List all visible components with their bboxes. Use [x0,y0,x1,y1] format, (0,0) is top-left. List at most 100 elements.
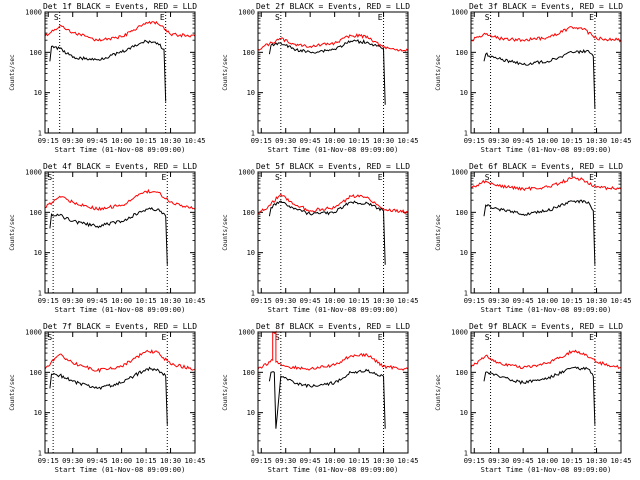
plot-frame [470,171,622,294]
x-tick-label: 10:45 [610,297,631,305]
marker-label: S [275,173,280,182]
lld-series-line [44,349,196,374]
events-series-line [268,39,386,105]
marker-label: S [47,333,52,342]
x-axis-label: Start Time (01-Nov-08 09:09:00) [481,306,612,314]
x-tick-label: 10:30 [373,297,394,305]
y-tick-label: 100 [29,49,42,57]
marker-label: S [485,13,490,22]
plot-frame [257,331,409,454]
panel-6: Det 6f BLACK = Events, RED = LLD Counts/s… [435,162,632,314]
events-series-line [483,199,596,265]
plot-frame [44,331,196,454]
marker-label: E [378,333,383,342]
x-tick-label: 10:15 [349,297,370,305]
x-tick-label: 10:00 [537,137,558,145]
x-tick-label: 09:15 [251,137,272,145]
x-tick-label: 09:45 [513,297,534,305]
x-tick-label: 10:30 [373,457,394,465]
y-axis-label: Counts/sec [9,214,16,251]
panel-4: Det 4f BLACK = Events, RED = LLD Counts/s… [9,162,206,314]
lld-series-line [257,330,409,371]
x-tick-label: 10:15 [349,137,370,145]
y-tick-label: 10 [460,249,468,257]
plot-frame [470,331,622,454]
panel-title: Det 5f BLACK = Events, RED = LLD [256,162,410,171]
x-axis-label: Start Time (01-Nov-08 09:09:00) [55,146,186,154]
x-axis-label: Start Time (01-Nov-08 09:09:00) [55,306,186,314]
x-tick-label: 10:30 [586,137,607,145]
x-tick-label: 09:30 [488,137,509,145]
x-tick-label: 09:15 [251,297,272,305]
x-tick-label: 10:15 [562,457,583,465]
marker-label: E [160,13,165,22]
marker-label: S [275,333,280,342]
y-tick-label: 1000 [25,329,42,337]
y-tick-label: 1 [251,290,255,298]
x-tick-label: 10:45 [610,137,631,145]
x-tick-label: 10:00 [111,457,132,465]
x-tick-label: 09:45 [87,457,108,465]
x-tick-label: 09:15 [38,457,59,465]
x-tick-label: 09:30 [62,297,83,305]
x-tick-label: 10:15 [136,457,157,465]
events-series-line [268,368,386,429]
x-tick-label: 09:30 [275,457,296,465]
marker-label: E [589,173,594,182]
x-tick-label: 10:00 [537,457,558,465]
x-tick-label: 10:45 [397,457,418,465]
x-tick-label: 10:45 [184,297,205,305]
y-tick-label: 100 [242,209,255,217]
y-axis-label: Counts/sec [435,54,442,91]
y-axis-label: Counts/sec [9,374,16,411]
y-tick-label: 10 [34,409,42,417]
x-tick-label: 09:15 [38,297,59,305]
panel-title: Det 8f BLACK = Events, RED = LLD [256,322,410,331]
marker-label: S [485,173,490,182]
x-axis-label: Start Time (01-Nov-08 09:09:00) [481,466,612,474]
events-series-line [483,48,596,109]
events-series-line [483,366,596,425]
events-series-line [49,366,168,425]
plot-frame [257,171,409,294]
x-tick-label: 09:30 [275,137,296,145]
marker-label: S [47,173,52,182]
lld-series-line [44,20,196,42]
x-axis-label: Start Time (01-Nov-08 09:09:00) [55,466,186,474]
x-tick-label: 10:00 [324,457,345,465]
panel-5: Det 5f BLACK = Events, RED = LLD Counts/s… [222,162,419,314]
panel-title: Det 7f BLACK = Events, RED = LLD [43,322,197,331]
x-tick-label: 10:00 [324,137,345,145]
events-series-line [49,39,167,102]
panel-8: Det 8f BLACK = Events, RED = LLD Counts/s… [222,322,419,474]
lld-series-line [470,25,622,43]
panel-title: Det 9f BLACK = Events, RED = LLD [469,322,623,331]
plot-frame [257,11,409,134]
x-axis-label: Start Time (01-Nov-08 09:09:00) [268,466,399,474]
y-tick-label: 1000 [25,169,42,177]
y-axis-label: Counts/sec [222,374,229,411]
lld-series-line [257,33,409,52]
y-tick-label: 1 [464,130,468,138]
panel-1: Det 1f BLACK = Events, RED = LLD Counts/s… [9,2,206,154]
x-tick-label: 09:15 [464,137,485,145]
y-tick-label: 1 [251,130,255,138]
x-tick-label: 10:15 [562,297,583,305]
panel-7: Det 7f BLACK = Events, RED = LLD Counts/s… [9,322,206,474]
y-tick-label: 1 [464,450,468,458]
events-series-line [268,200,386,265]
y-tick-label: 1000 [238,169,255,177]
x-tick-label: 09:30 [62,457,83,465]
panel-3: Det 3f BLACK = Events, RED = LLD Counts/s… [435,2,632,154]
x-tick-label: 10:00 [324,297,345,305]
x-tick-label: 09:30 [62,137,83,145]
x-tick-label: 10:15 [349,457,370,465]
lld-series-line [257,193,409,215]
marker-label: S [54,13,59,22]
y-tick-label: 100 [242,369,255,377]
y-axis-label: Counts/sec [435,374,442,411]
y-tick-label: 10 [460,89,468,97]
marker-label: E [378,173,383,182]
x-axis-label: Start Time (01-Nov-08 09:09:00) [268,306,399,314]
y-tick-label: 1 [251,450,255,458]
